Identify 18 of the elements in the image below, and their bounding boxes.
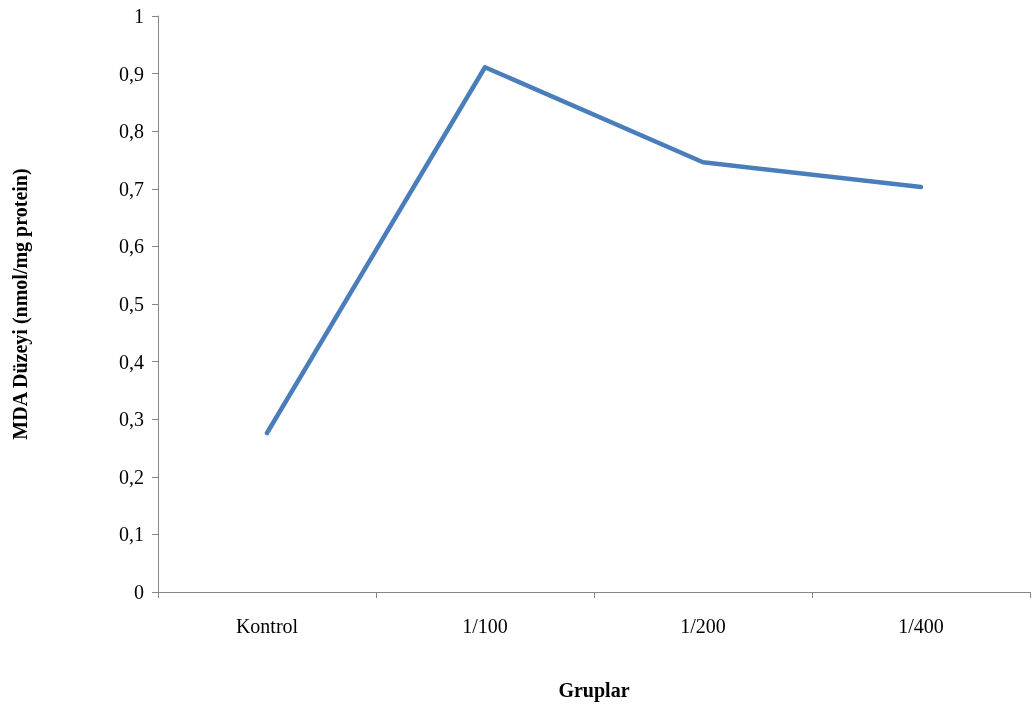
y-tick-label: 0,3 [119,408,144,431]
x-tick-label: Kontrol [235,615,299,637]
y-axis-title: MDA Düzeyi (nmol/mg protein) [9,168,32,440]
x-tick-label: 1/100 [462,615,508,637]
y-tick-label: 0,6 [119,235,144,258]
x-tick-label: 1/400 [898,615,944,637]
y-tick-label: 0,4 [119,350,144,373]
y-tick-label: 1 [134,5,144,27]
y-tick-label: 0,7 [119,177,144,200]
y-tick-label: 0,8 [119,120,144,143]
y-tick-label: 0,5 [119,293,144,315]
y-tick-label: 0,2 [119,465,144,488]
y-tick-label: 0,1 [119,523,144,546]
x-tick-label: 1/200 [680,615,726,637]
x-axis-title: Gruplar [558,679,630,702]
y-tick-label: 0 [134,581,144,603]
y-tick-label: 0,9 [119,62,144,85]
line-series [264,65,924,436]
